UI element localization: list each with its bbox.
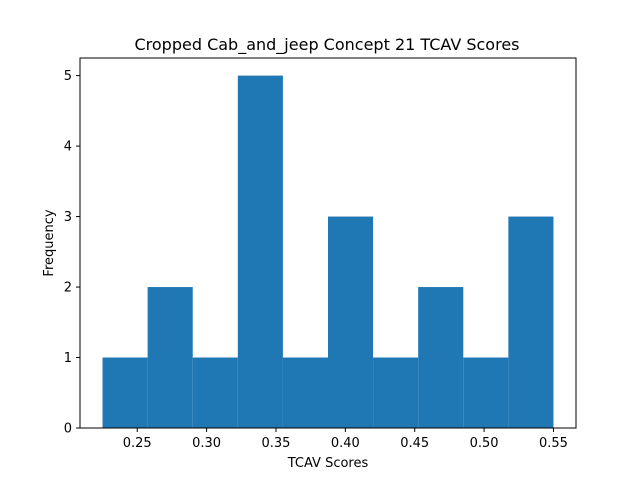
- chart-title: Cropped Cab_and_jeep Concept 21 TCAV Sco…: [134, 35, 519, 55]
- histogram-bar: [328, 216, 374, 428]
- y-tick-label: 1: [64, 351, 72, 366]
- y-tick-label: 0: [64, 422, 72, 437]
- histogram-bar: [508, 216, 554, 428]
- histogram-bar: [463, 357, 509, 428]
- x-tick-label: 0.40: [331, 436, 360, 451]
- x-axis-label: TCAV Scores: [287, 456, 369, 471]
- x-tick-label: 0.55: [539, 436, 568, 451]
- x-tick-label: 0.35: [261, 436, 290, 451]
- histogram-bar: [237, 75, 283, 428]
- histogram-bar: [192, 357, 238, 428]
- histogram-bar: [147, 287, 193, 428]
- bars-group: [102, 75, 554, 428]
- y-axis-ticks: 0 1 2 3 4 5: [64, 69, 80, 437]
- x-axis-ticks: 0.25 0.30 0.35 0.40 0.45 0.50 0.55: [123, 428, 568, 451]
- histogram-bar: [418, 287, 464, 428]
- y-tick-label: 5: [64, 69, 72, 84]
- plot-frame: [79, 57, 577, 429]
- y-tick-label: 2: [64, 281, 72, 296]
- x-tick-label: 0.50: [470, 436, 499, 451]
- x-tick-label: 0.25: [123, 436, 152, 451]
- x-tick-label: 0.45: [400, 436, 429, 451]
- histogram-bar: [373, 357, 419, 428]
- histogram-bar: [282, 357, 328, 428]
- y-tick-label: 3: [64, 210, 72, 225]
- y-tick-label: 4: [64, 140, 72, 155]
- x-tick-label: 0.30: [192, 436, 221, 451]
- histogram-bar: [102, 357, 148, 428]
- y-axis-label: Frequency: [42, 209, 57, 276]
